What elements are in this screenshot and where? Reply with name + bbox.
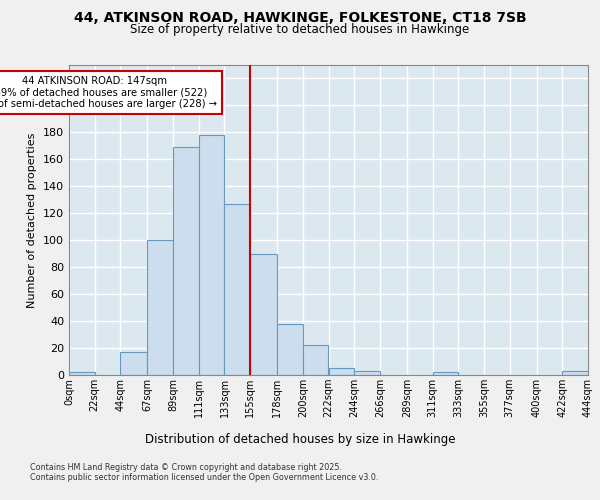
Bar (329, 368, 354, 375)
Text: 44 ATKINSON ROAD: 147sqm
← 69% of detached houses are smaller (522)
30% of semi-: 44 ATKINSON ROAD: 147sqm ← 69% of detach… (0, 76, 217, 109)
Bar (354, 371, 380, 375)
Bar (250, 254, 277, 375)
Bar (173, 147, 199, 375)
Bar (148, 240, 173, 375)
Text: Contains public sector information licensed under the Open Government Licence v3: Contains public sector information licen… (30, 472, 379, 482)
Bar (121, 352, 148, 375)
Bar (562, 371, 588, 375)
Bar (224, 204, 250, 375)
Bar (277, 324, 303, 375)
Text: Size of property relative to detached houses in Hawkinge: Size of property relative to detached ho… (130, 24, 470, 36)
Text: 44, ATKINSON ROAD, HAWKINGE, FOLKESTONE, CT18 7SB: 44, ATKINSON ROAD, HAWKINGE, FOLKESTONE,… (74, 11, 526, 25)
Text: Contains HM Land Registry data © Crown copyright and database right 2025.: Contains HM Land Registry data © Crown c… (30, 462, 342, 471)
Bar (433, 372, 458, 375)
Bar (303, 346, 329, 375)
Bar (69, 372, 95, 375)
Text: Distribution of detached houses by size in Hawkinge: Distribution of detached houses by size … (145, 432, 455, 446)
Bar (199, 135, 224, 375)
Y-axis label: Number of detached properties: Number of detached properties (28, 132, 37, 308)
